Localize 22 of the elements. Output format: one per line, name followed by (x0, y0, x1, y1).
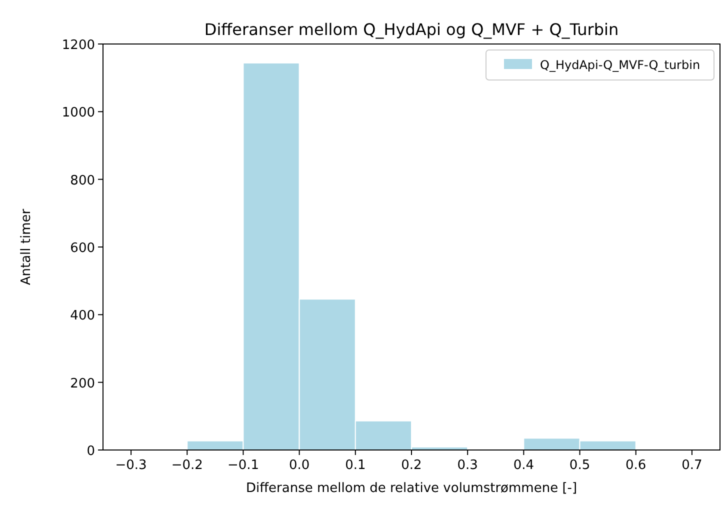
y-tick-label: 1200 (62, 38, 95, 53)
x-tick-label: −0.2 (171, 458, 203, 473)
y-tick-label: 200 (70, 376, 95, 392)
x-tick-label: 0.1 (345, 458, 366, 473)
x-tick-label: 0.3 (457, 458, 478, 473)
y-tick-label: 0 (86, 444, 95, 459)
x-tick-label: 0.0 (288, 458, 310, 473)
y-tick-label: 600 (70, 241, 95, 256)
x-tick-label: 0.4 (513, 458, 534, 473)
chart-title: Differanser mellom Q_HydApi og Q_MVF + Q_Turbin (204, 20, 619, 39)
x-tick-label: −0.3 (115, 458, 147, 473)
y-axis-title: Antall timer (19, 208, 34, 286)
y-tick-label: 400 (70, 308, 95, 324)
x-tick-label: 0.2 (401, 458, 422, 473)
x-tick-label: 0.6 (626, 458, 646, 473)
x-tick-label: −0.1 (227, 458, 260, 473)
y-tick-label: 1000 (62, 106, 95, 121)
y-tick-label: 800 (70, 173, 95, 188)
x-axis-title: Differanse mellom de relative volumstrømmene [-] (246, 481, 578, 496)
legend-label: Q_HydApi-Q_MVF-Q_turbin (540, 58, 700, 72)
x-tick-label: 0.7 (682, 458, 702, 473)
x-tick-label: 0.5 (569, 458, 590, 473)
